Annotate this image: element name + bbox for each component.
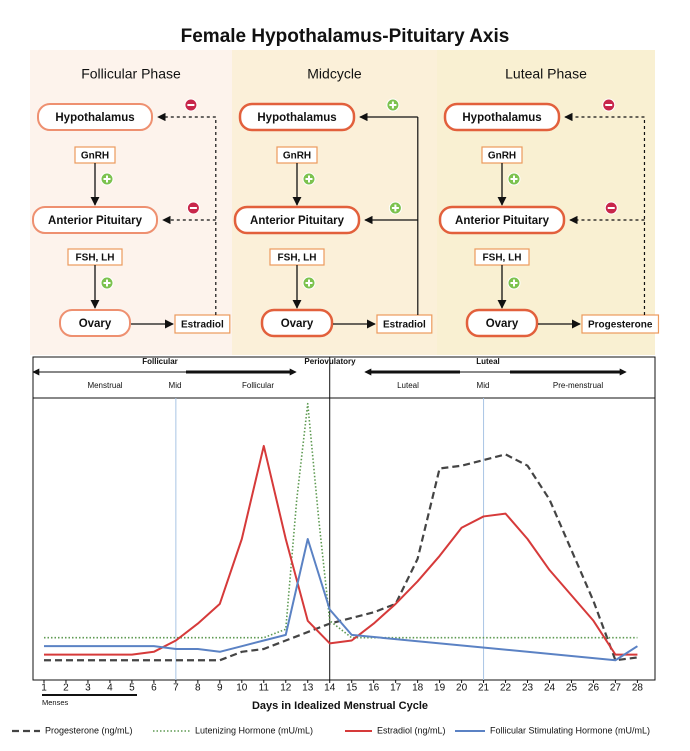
subphase-label: Pre-menstrual bbox=[553, 381, 603, 390]
x-tick-label: 27 bbox=[610, 683, 622, 694]
subphase-label: Follicular bbox=[242, 381, 274, 390]
x-tick-label: 17 bbox=[390, 683, 402, 694]
ovarian-hormone-box bbox=[174, 314, 231, 334]
phase-name: Follicular Phase bbox=[81, 66, 181, 82]
x-tick-label: 10 bbox=[236, 683, 248, 694]
gonad-box bbox=[59, 309, 131, 337]
x-tick-label: 22 bbox=[500, 683, 512, 694]
gonad-box bbox=[260, 308, 334, 338]
phase-label: Periovulatory bbox=[304, 357, 356, 366]
pituitary-label: Anterior Pituitary bbox=[250, 215, 345, 227]
x-tick-label: 2 bbox=[63, 683, 69, 694]
pituitary-box bbox=[233, 205, 361, 235]
phase-name: Luteal Phase bbox=[505, 66, 587, 82]
pituitary-box bbox=[32, 206, 158, 234]
ovarian-hormone-label: Estradiol bbox=[383, 320, 426, 331]
x-tick-label: 14 bbox=[324, 683, 336, 694]
hormone-chart: Follicular Periovulatory Luteal Menstrual Mi… bbox=[32, 356, 656, 712]
pituitary-box bbox=[438, 205, 566, 235]
ovarian-hormone-box bbox=[581, 314, 660, 334]
subphase-label: Luteal bbox=[397, 381, 419, 390]
x-tick-label: 19 bbox=[434, 683, 446, 694]
phase-panel bbox=[437, 50, 655, 355]
x-tick-label: 8 bbox=[195, 683, 201, 694]
x-tick-label: 16 bbox=[368, 683, 380, 694]
x-tick-label: 7 bbox=[173, 683, 179, 694]
subphase-label: Menstrual bbox=[87, 381, 122, 390]
legend-label: Lutenizing Hormone (mU/mL) bbox=[195, 725, 313, 735]
subphase-label: Mid bbox=[477, 381, 490, 390]
gonadotropins-label: FSH, LH bbox=[278, 253, 317, 264]
gonad-label: Ovary bbox=[486, 318, 519, 330]
ovarian-hormone-label: Estradiol bbox=[181, 320, 224, 331]
gonadotropins-label: FSH, LH bbox=[76, 253, 115, 264]
hypothalamus-label: Hypothalamus bbox=[257, 112, 336, 124]
x-tick-label: 11 bbox=[259, 683, 270, 694]
x-tick-label: 9 bbox=[217, 683, 223, 694]
releasing-hormone-label: GnRH bbox=[488, 151, 516, 162]
gonadotropins-label: FSH, LH bbox=[483, 253, 522, 264]
series-line bbox=[43, 444, 638, 656]
phase-name: Midcycle bbox=[307, 66, 362, 82]
title: Female Hypothalamus-Pituitary Axis bbox=[181, 26, 510, 47]
x-tick-label: 4 bbox=[107, 683, 113, 694]
x-tick-label: 28 bbox=[632, 683, 644, 694]
hypothalamus-box bbox=[443, 102, 561, 132]
x-tick-label: 20 bbox=[456, 683, 468, 694]
legend-label: Estradiol (ng/mL) bbox=[377, 725, 446, 735]
phase-label: Follicular bbox=[142, 357, 178, 366]
series-line bbox=[43, 402, 638, 639]
subphase-label: Mid bbox=[169, 381, 182, 390]
legend-label: Follicular Stimulating Hormone (mU/mL) bbox=[490, 725, 650, 735]
phase-label: Luteal bbox=[476, 357, 500, 366]
x-tick-label: 5 bbox=[129, 683, 135, 694]
gonad-box bbox=[465, 308, 539, 338]
releasing-hormone-label: GnRH bbox=[81, 151, 109, 162]
hypothalamus-label: Hypothalamus bbox=[462, 112, 541, 124]
chart-frame bbox=[32, 356, 656, 681]
pituitary-label: Anterior Pituitary bbox=[455, 215, 550, 227]
x-tick-label: 13 bbox=[302, 683, 314, 694]
x-tick-label: 1 bbox=[41, 683, 47, 694]
x-tick-label: 12 bbox=[280, 683, 292, 694]
menses-label: Menses bbox=[42, 698, 69, 707]
axis-diagram: Follicular Phase Hypothalamus GnRH Anterior… bbox=[30, 50, 660, 355]
x-tick-label: 24 bbox=[544, 683, 556, 694]
phase-panel bbox=[232, 50, 437, 355]
releasing-hormone-label: GnRH bbox=[283, 151, 311, 162]
x-tick-label: 26 bbox=[588, 683, 600, 694]
hypothalamus-box bbox=[37, 103, 153, 131]
hypothalamus-box bbox=[238, 102, 356, 132]
ovarian-hormone-label: Progesterone bbox=[588, 320, 653, 331]
phase-panel bbox=[30, 50, 232, 355]
x-axis-label: Days in Idealized Menstrual Cycle bbox=[252, 700, 428, 712]
x-tick-label: 18 bbox=[412, 683, 424, 694]
x-tick-label: 15 bbox=[346, 683, 358, 694]
hypothalamus-label: Hypothalamus bbox=[55, 112, 134, 124]
gonad-label: Ovary bbox=[79, 318, 112, 330]
x-tick-label: 6 bbox=[151, 683, 157, 694]
legend-label: Progesterone (ng/mL) bbox=[45, 725, 133, 735]
series-line bbox=[43, 453, 638, 662]
x-tick-label: 21 bbox=[478, 683, 490, 694]
ovarian-hormone-box bbox=[376, 314, 433, 334]
x-tick-label: 25 bbox=[566, 683, 578, 694]
gonad-label: Ovary bbox=[281, 318, 314, 330]
x-tick-label: 23 bbox=[522, 683, 534, 694]
x-tick-label: 3 bbox=[85, 683, 91, 694]
pituitary-label: Anterior Pituitary bbox=[48, 215, 143, 227]
series-line bbox=[43, 538, 638, 662]
